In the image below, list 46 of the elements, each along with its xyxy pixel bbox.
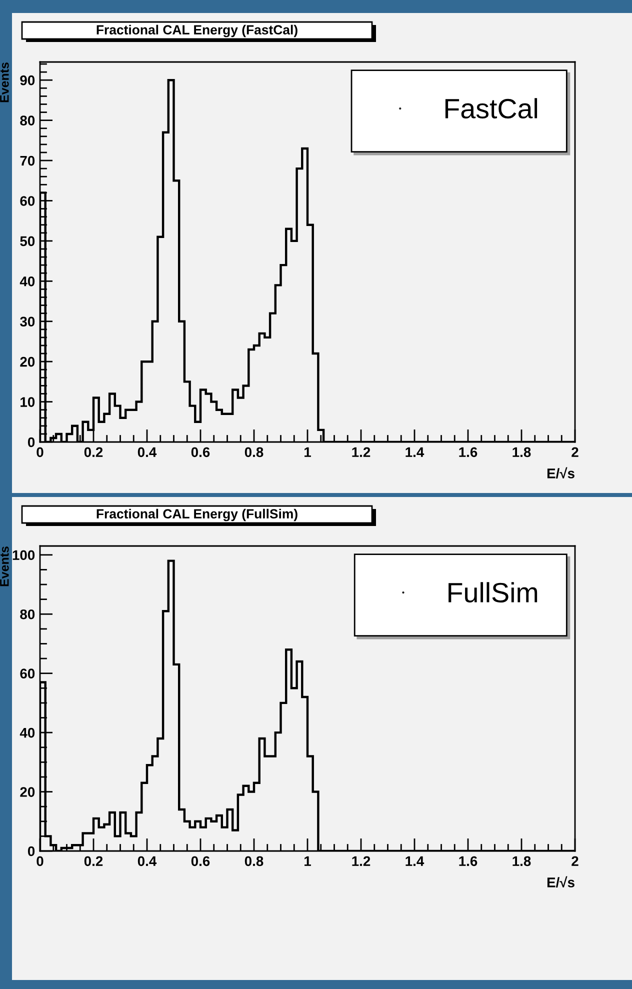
y-axis-title: Events: [0, 546, 9, 586]
y-tick-label: 70: [20, 156, 35, 166]
x-axis-title: E/√s: [547, 876, 574, 888]
x-tick-label: 1.2: [352, 447, 370, 457]
y-tick-label: 90: [20, 75, 35, 86]
x-tick-label: 1.4: [406, 856, 424, 866]
y-tick-label: 10: [20, 397, 35, 407]
x-tick-label: 1: [304, 447, 311, 457]
x-tick-label: 0.4: [138, 447, 157, 458]
x-tick-label: 0.6: [191, 856, 210, 866]
y-tick-label: 20: [20, 356, 35, 367]
y-tick-label: 0: [28, 437, 35, 448]
chart-title: Fractional CAL Energy (FastCal): [96, 24, 298, 38]
x-tick-label: 0: [36, 856, 44, 866]
x-tick-label: 1.2: [352, 856, 370, 866]
x-tick-label: 0: [36, 447, 44, 458]
y-tick-label: 60: [20, 668, 35, 678]
x-tick-label: 2: [572, 856, 578, 866]
x-tick-label: 1.6: [459, 447, 478, 458]
x-tick-label: 0.2: [84, 856, 103, 866]
y-axis-title: Events: [0, 62, 9, 102]
y-tick-label: 50: [20, 236, 35, 246]
y-tick-label: 60: [20, 196, 35, 206]
x-tick-label: 0.8: [244, 447, 264, 458]
legend-label: FullSim: [448, 582, 538, 603]
x-axis-title: E/√s: [547, 467, 574, 478]
legend-label: FastCal: [445, 98, 538, 119]
x-tick-label: 0.4: [138, 856, 157, 866]
x-tick-label: 0.2: [84, 447, 103, 458]
x-tick-label: 1.6: [459, 856, 478, 866]
x-tick-label: 1.8: [512, 856, 531, 866]
chart-title: Fractional CAL Energy (FullSim): [96, 508, 298, 522]
x-tick-label: 0.6: [191, 447, 210, 458]
x-tick-label: 2: [572, 447, 578, 457]
y-tick-label: 80: [20, 609, 35, 620]
x-tick-label: 1.4: [406, 447, 424, 457]
y-tick-label: 20: [20, 787, 35, 797]
x-tick-label: 0.8: [244, 856, 264, 866]
y-tick-label: 30: [20, 316, 35, 327]
y-tick-label: 100: [12, 550, 35, 560]
y-tick-label: 0: [28, 846, 35, 856]
x-tick-label: 1.8: [512, 447, 531, 458]
x-tick-label: 1: [304, 856, 311, 866]
y-tick-label: 40: [20, 276, 35, 286]
y-tick-label: 80: [20, 116, 35, 126]
y-tick-label: 40: [20, 728, 35, 738]
